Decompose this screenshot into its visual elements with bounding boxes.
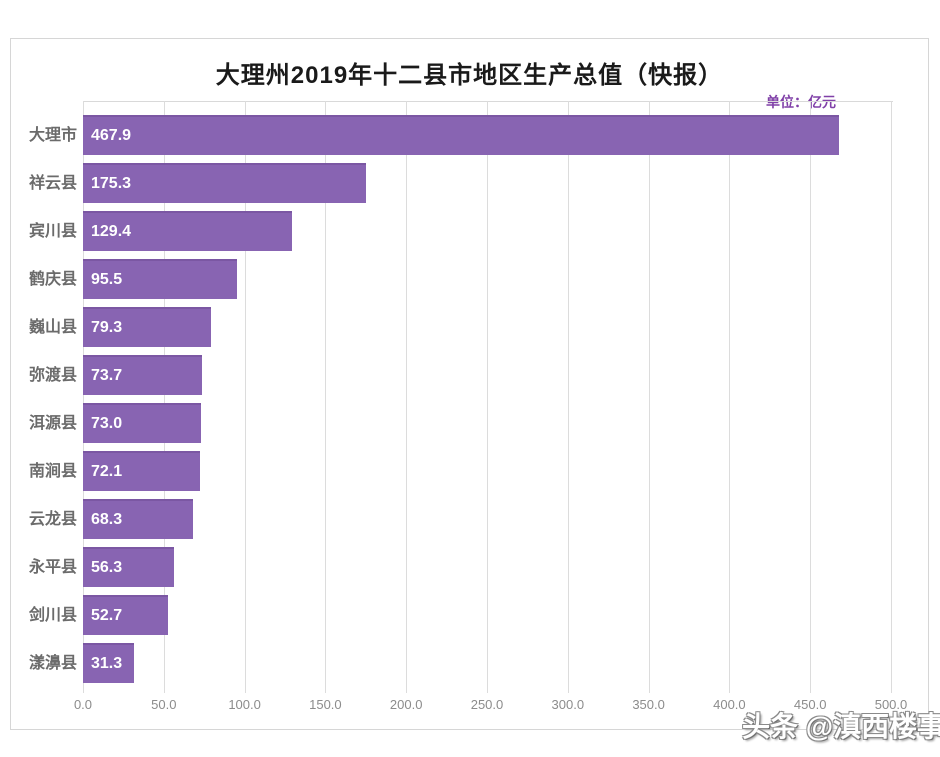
category-label: 巍山县 xyxy=(28,317,77,336)
category-label: 永平县 xyxy=(28,557,77,576)
bar-value-label: 31.3 xyxy=(91,655,123,672)
gridline xyxy=(163,101,165,693)
x-tick-label: 450.0 xyxy=(793,697,827,712)
category-label: 弥渡县 xyxy=(28,365,77,384)
bar: 73.0 xyxy=(83,403,201,443)
category-label: 南涧县 xyxy=(28,461,77,480)
x-tick-label: 500.0 xyxy=(874,697,908,712)
unit-label: 单位：亿元 xyxy=(766,94,836,110)
bar-value-label: 73.0 xyxy=(91,415,123,432)
bar-value-label: 56.3 xyxy=(91,559,123,576)
bar: 73.7 xyxy=(83,355,203,395)
bar: 175.3 xyxy=(83,163,367,203)
category-label: 宾川县 xyxy=(28,221,77,240)
gridline xyxy=(567,101,569,693)
bar-value-label: 52.7 xyxy=(91,607,123,624)
gridline xyxy=(406,101,408,693)
bar: 79.3 xyxy=(83,307,212,347)
bar-value-label: 129.4 xyxy=(91,223,132,240)
x-tick-label: 250.0 xyxy=(470,697,504,712)
gridline xyxy=(487,101,488,693)
chart-title: 大理州2019年十二县市地区生产总值（快报） xyxy=(215,62,724,89)
bar-value-label: 68.3 xyxy=(91,511,123,528)
x-tick-label: 350.0 xyxy=(632,697,665,712)
category-label: 云龙县 xyxy=(28,509,77,528)
bar-value-label: 73.7 xyxy=(91,367,123,384)
x-tick-label: 300.0 xyxy=(551,697,585,712)
category-label: 鹤庆县 xyxy=(28,269,77,288)
gridline xyxy=(325,101,327,693)
category-label: 祥云县 xyxy=(28,173,77,192)
bar: 31.3 xyxy=(83,643,134,683)
bar: 129.4 xyxy=(83,211,293,251)
bar: 467.9 xyxy=(83,115,840,155)
category-label: 大理市 xyxy=(28,125,77,144)
bar: 72.1 xyxy=(83,451,200,491)
watermark: 头条 @滇西楼事 xyxy=(742,711,940,742)
gridline xyxy=(891,101,892,693)
category-label: 漾濞县 xyxy=(28,653,77,672)
gridline xyxy=(648,101,650,693)
x-tick-label: 0.0 xyxy=(73,697,93,712)
x-tick-label: 400.0 xyxy=(713,697,746,712)
x-tick-label: 100.0 xyxy=(228,697,261,712)
x-tick-label: 200.0 xyxy=(389,697,423,712)
bar-value-label: 467.9 xyxy=(91,127,132,144)
chart-card: 大理州2019年十二县市地区生产总值（快报） 单位：亿元 0.0 50.0 100.… xyxy=(10,38,929,730)
bar-value-label: 79.3 xyxy=(91,319,123,336)
x-tick-label: 50.0 xyxy=(151,697,177,712)
bar: 95.5 xyxy=(83,259,238,299)
plot-top-border xyxy=(83,101,893,102)
bar: 52.7 xyxy=(83,595,169,635)
bar: 56.3 xyxy=(83,547,174,587)
gridline xyxy=(244,101,246,693)
category-label: 剑川县 xyxy=(28,605,77,624)
bar-value-label: 175.3 xyxy=(91,175,132,192)
bar-value-label: 72.1 xyxy=(91,463,123,480)
category-label: 洱源县 xyxy=(28,413,77,432)
gridline xyxy=(83,101,84,693)
bar: 68.3 xyxy=(83,499,194,539)
gridline xyxy=(729,101,731,693)
bar-value-label: 95.5 xyxy=(91,271,123,288)
gridline xyxy=(810,101,812,693)
x-tick-label: 150.0 xyxy=(309,697,342,712)
